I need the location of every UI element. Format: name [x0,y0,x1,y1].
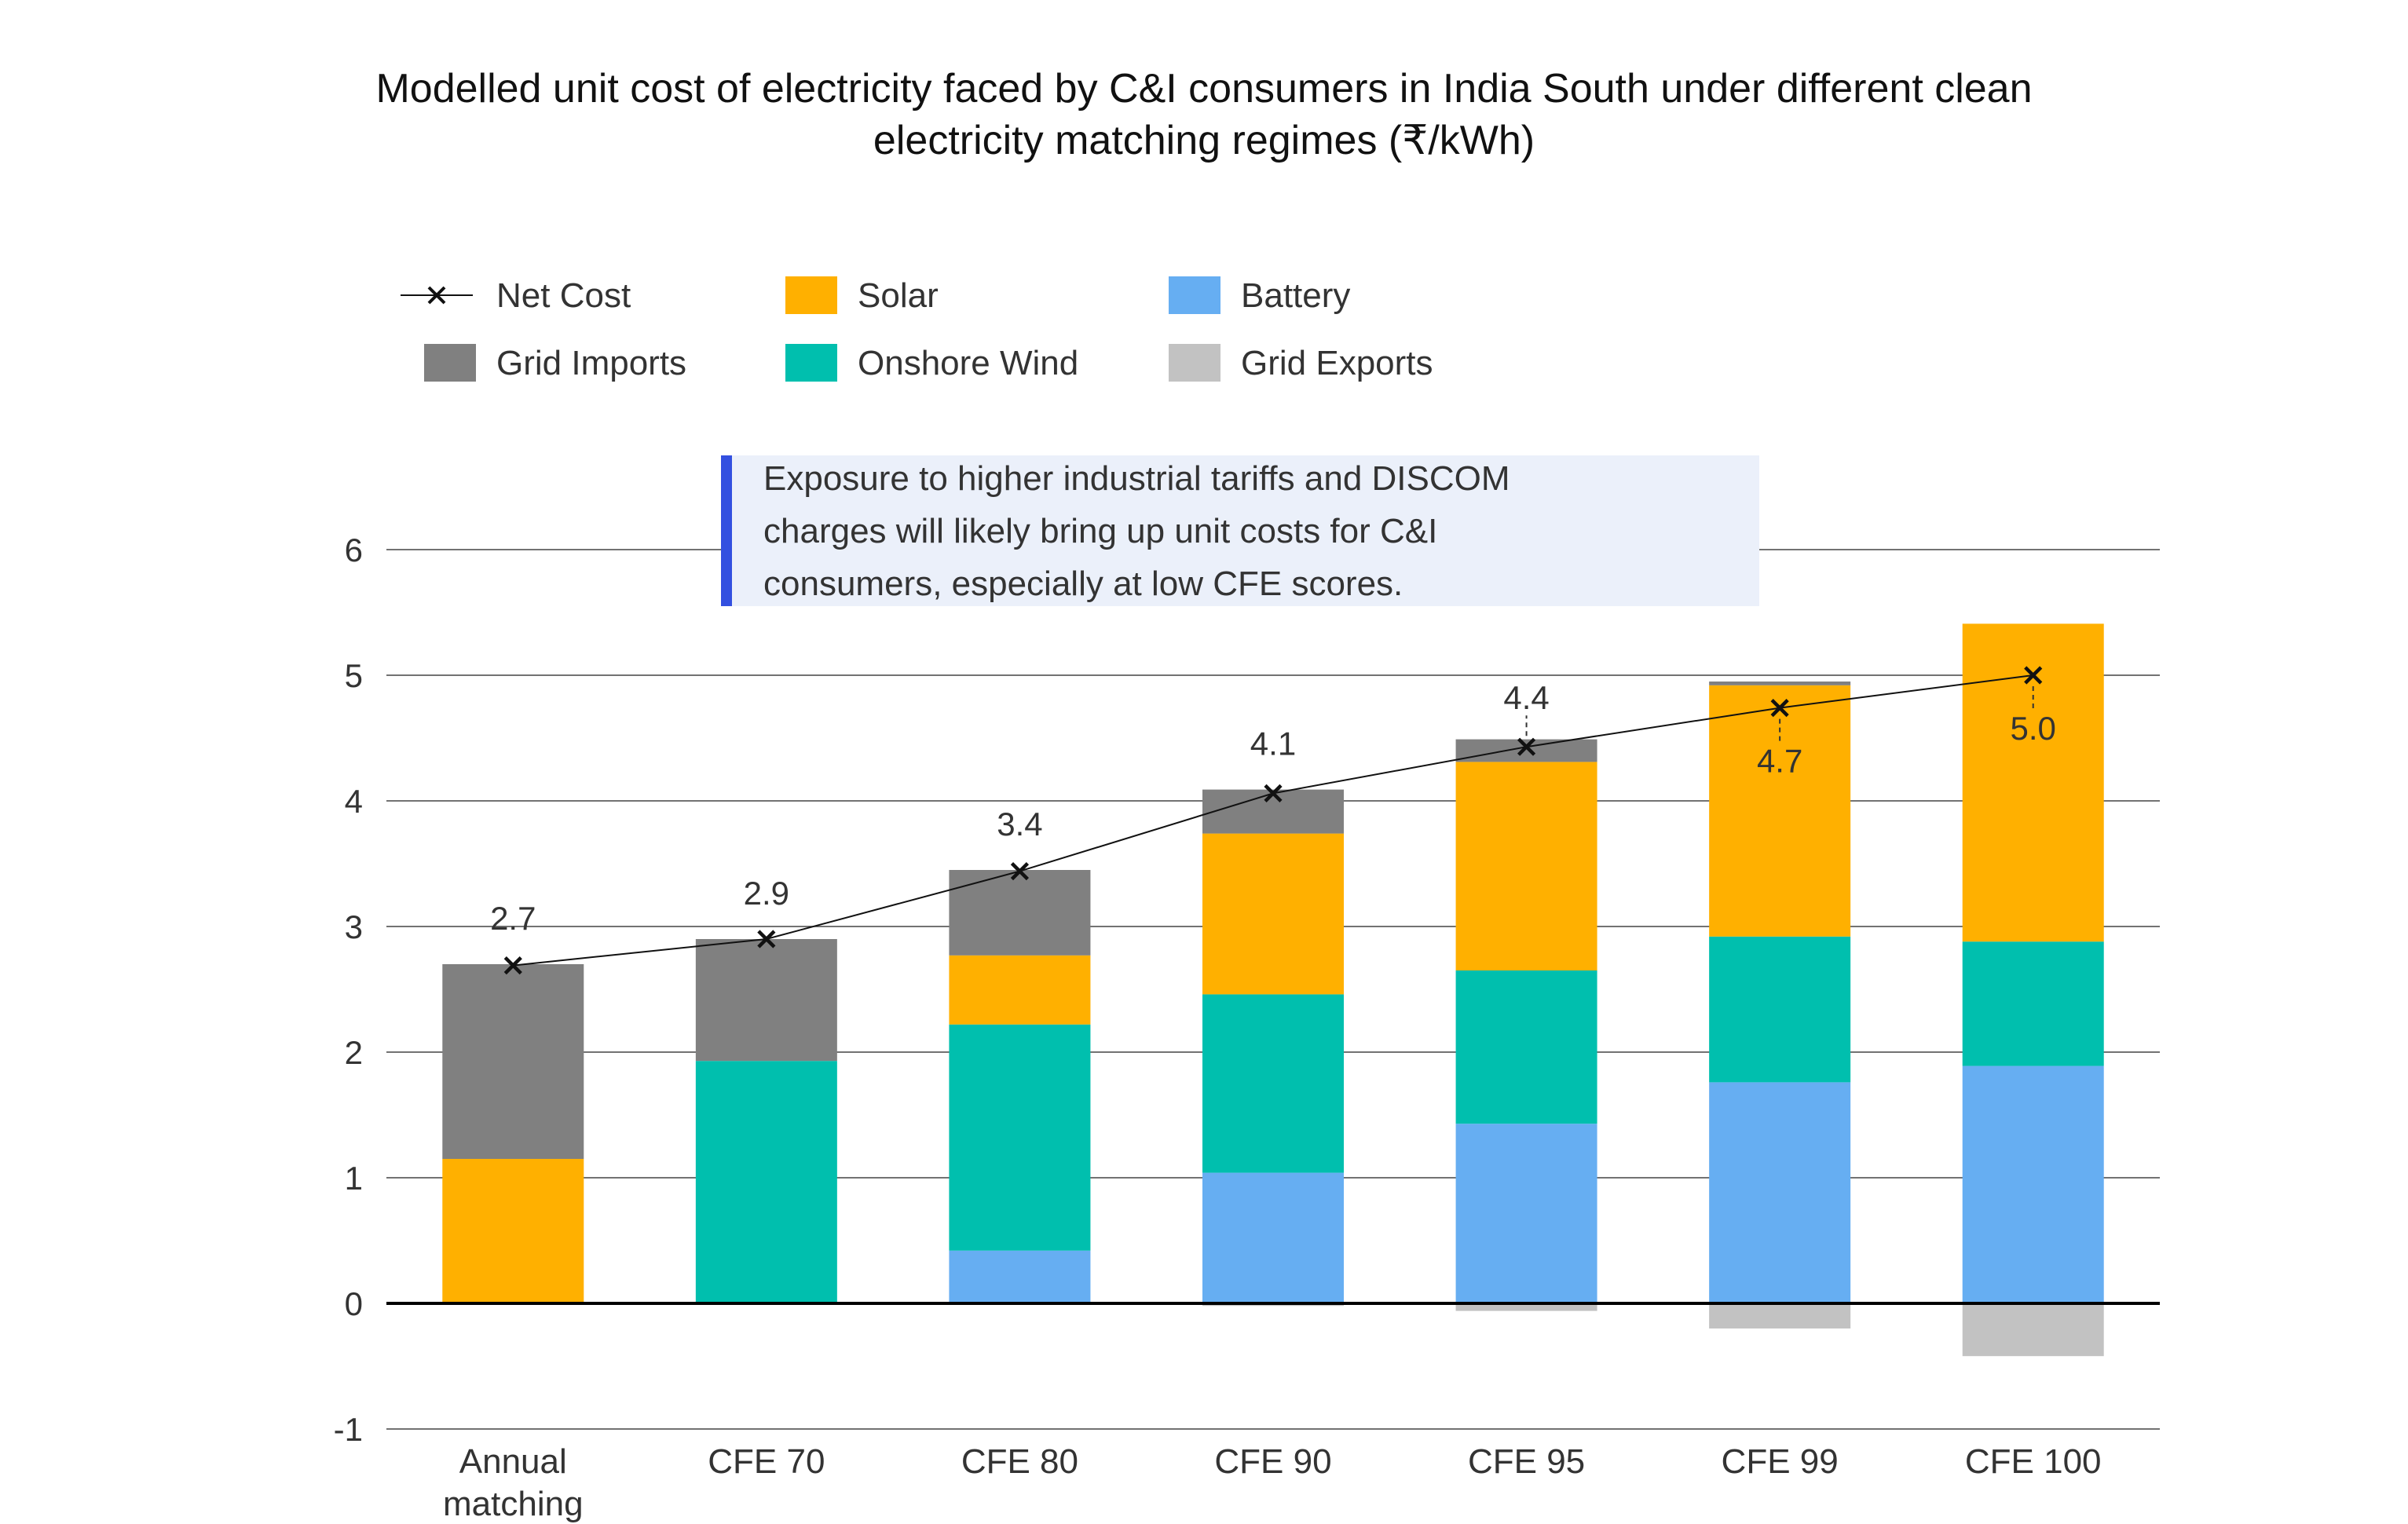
net-cost-marker [1264,784,1283,802]
net-cost-data-label: 4.1 [1250,725,1296,762]
net-cost-data-label: 2.9 [744,875,789,912]
annotation-text-line: charges will likely bring up unit costs … [763,512,1437,550]
net-cost-marker [1010,862,1030,881]
legend-net-cost-marker-icon [427,286,446,305]
y-tick-label: 2 [345,1034,363,1071]
bar-segment-grid-imports [1709,682,1851,685]
legend-label-solar: Solar [858,276,939,315]
bars [442,623,2104,1357]
x-tick-label: CFE 90 [1214,1442,1331,1481]
legend-label-onshore-wind: Onshore Wind [858,344,1078,382]
bar-segment-solar [1962,623,2104,942]
bar-segment-onshore-wind [1455,970,1597,1124]
annotation-accent-bar [721,455,732,606]
legend-swatch-grid-imports [424,344,476,382]
bar-segment-grid-exports [1709,1303,1851,1328]
y-tick-label: 0 [345,1285,363,1322]
bar-segment-onshore-wind [949,1024,1091,1251]
net-cost-data-label: 4.4 [1503,679,1549,716]
bar-segment-battery [1962,1065,2104,1303]
bar-segment-grid-exports [1962,1303,2104,1357]
legend-swatch-battery [1169,276,1220,314]
bar-segment-grid-exports [1455,1303,1597,1311]
net-cost-data-label: 5.0 [2011,710,2056,747]
legend-swatch-solar [785,276,837,314]
net-cost-data-label: 2.7 [490,900,536,937]
bar-segment-battery [1709,1082,1851,1303]
y-tick-label: 3 [345,908,363,945]
chart-title-line-1: Modelled unit cost of electricity faced … [375,66,2033,111]
bar-segment-battery [1202,1172,1344,1303]
bar-segment-solar [1455,762,1597,970]
bar-segment-grid-imports [1455,739,1597,762]
net-cost-marker [757,930,776,948]
chart-title: Modelled unit cost of electricity faced … [0,63,2408,166]
bar-segment-solar [949,955,1091,1025]
annotation-box: Exposure to higher industrial tariffs an… [721,455,1759,606]
net-cost-marker [1517,737,1536,756]
x-tick-label: CFE 100 [1965,1442,2102,1481]
legend-label-grid-imports: Grid Imports [496,344,686,382]
bar-segment-battery [949,1250,1091,1303]
legend-swatch-onshore-wind [785,344,837,382]
x-tick-label: CFE 95 [1468,1442,1585,1481]
gridlines: -1 0 1 2 3 4 5 6 [334,532,2160,1448]
x-tick-label: CFE 99 [1722,1442,1839,1481]
y-tick-label: 4 [345,783,363,820]
bar-segment-onshore-wind [1202,994,1344,1173]
bar-segment-grid-imports [949,870,1091,956]
x-tick-label: Annual [459,1442,567,1481]
annotation-text-line: Exposure to higher industrial tariffs an… [763,459,1510,498]
net-cost-data-label: 3.4 [997,806,1042,842]
bar-segment-grid-imports [442,964,584,1159]
net-cost-marker [2024,666,2043,685]
x-tick-label: matching [443,1485,584,1523]
net-cost-marker [1770,699,1789,718]
x-tick-label: CFE 80 [961,1442,1078,1481]
bar-segment-grid-imports [695,939,837,1062]
net-cost-marker [503,956,522,975]
bar-segment-grid-imports [1202,789,1344,834]
x-axis-labels: Annual matching CFE 70 CFE 80 CFE 90 CFE 95 CF… [443,1442,2102,1523]
bar-segment-onshore-wind [1709,936,1851,1083]
legend: Net Cost Solar Battery Grid Imports Onshore … [401,276,1433,382]
bar-segment-solar [442,1159,584,1303]
bar-segment-battery [1455,1124,1597,1303]
legend-swatch-grid-exports [1169,344,1220,382]
bar-segment-onshore-wind [1962,941,2104,1066]
legend-label-battery: Battery [1241,276,1350,315]
annotation-text-line: consumers, especially at low CFE scores. [763,565,1403,603]
y-tick-label: -1 [334,1411,363,1448]
y-tick-label: 5 [345,657,363,694]
legend-label-net-cost: Net Cost [496,276,631,315]
legend-label-grid-exports: Grid Exports [1241,344,1433,382]
net-cost-data-label: 4.7 [1757,743,1802,780]
bar-segment-onshore-wind [695,1061,837,1303]
y-tick-label: 6 [345,532,363,568]
net-cost-series: 2.7 2.9 3.4 4.1 4.4 4.7 5.0 [490,666,2056,975]
x-tick-label: CFE 70 [708,1442,825,1481]
chart-title-line-2: electricity matching regimes (₹/kWh) [873,118,1535,163]
bar-segment-solar [1202,833,1344,995]
y-tick-label: 1 [345,1160,363,1197]
bar-segment-solar [1709,685,1851,937]
annotation-background [721,455,1759,606]
